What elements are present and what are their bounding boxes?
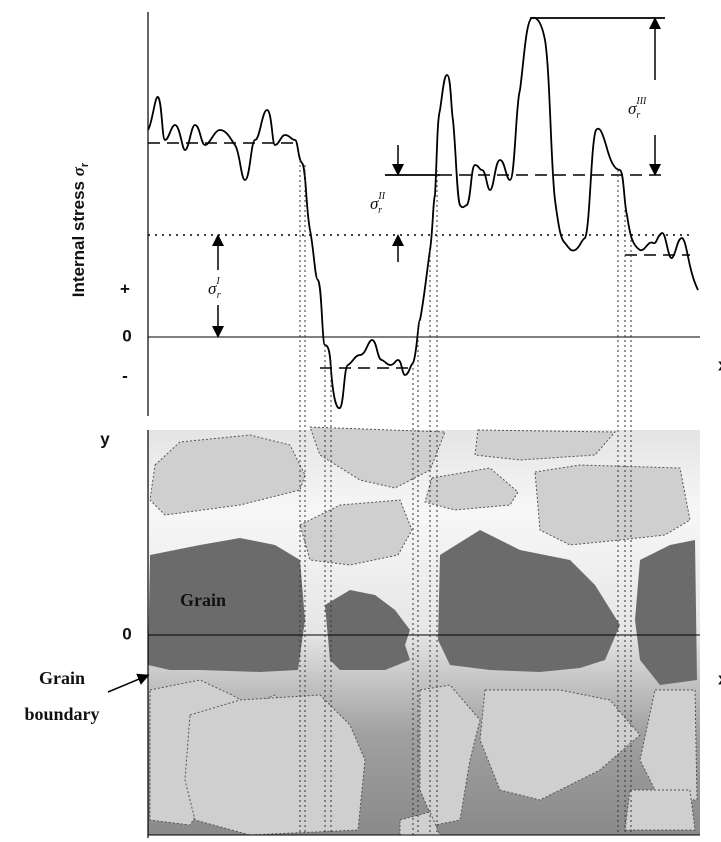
superscript: I — [215, 276, 220, 287]
sigma-3: σIII r — [628, 96, 647, 121]
sigma-1: σI r — [208, 276, 221, 301]
arrow — [107, 673, 150, 693]
superscript: III — [635, 96, 647, 107]
dark-grains — [148, 530, 697, 685]
subscript: r — [217, 290, 221, 301]
x-axis-label: x — [718, 669, 721, 688]
symbol: σ — [370, 194, 379, 213]
superscript: II — [377, 191, 385, 202]
grain-label: Grain — [180, 590, 226, 610]
x-axis-label: x — [718, 355, 721, 374]
symbol: σ — [69, 166, 88, 176]
subscript: r — [636, 110, 640, 121]
subscript: r — [79, 162, 91, 167]
light-grains — [149, 426, 698, 836]
axis-label-text: Internal stress — [69, 181, 88, 297]
boundary-label: boundary — [24, 704, 99, 724]
symbol: σ — [208, 279, 217, 298]
minus-sign: - — [122, 366, 128, 385]
symbol: σ — [628, 99, 637, 118]
plus-sign: + — [120, 279, 130, 298]
sigma-2: σII r — [370, 191, 386, 216]
subscript: r — [378, 205, 382, 216]
boundary-label: Grain — [39, 668, 85, 688]
microstructure — [147, 426, 700, 838]
zero-label: 0 — [122, 624, 131, 643]
y-axis-label: y — [100, 429, 110, 448]
axis-label: Internal stress σr — [69, 162, 91, 297]
stress-curve — [147, 16, 699, 409]
zero-label: 0 — [122, 326, 131, 345]
projection-lines — [299, 160, 632, 835]
stress-plot — [147, 12, 700, 416]
